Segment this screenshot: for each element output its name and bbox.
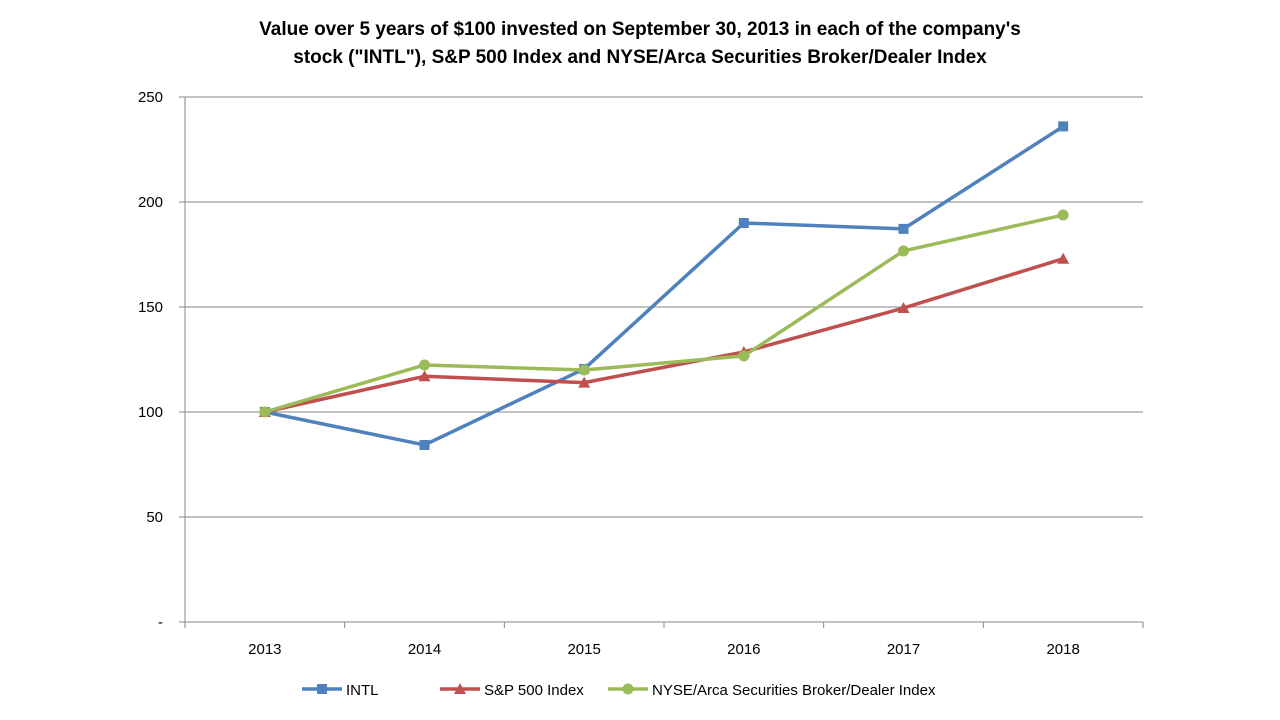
legend-label: NYSE/Arca Securities Broker/Dealer Index (652, 682, 936, 699)
legend-label: S&P 500 Index (484, 682, 584, 699)
data-point-1-4 (897, 302, 910, 314)
y-tick-label: 200 (138, 194, 163, 211)
data-point-1-2 (578, 376, 591, 388)
y-tick-label: 150 (138, 299, 163, 316)
y-tick-label: 250 (138, 89, 163, 106)
y-tick-label: 100 (138, 404, 163, 421)
y-tick-label: - (158, 614, 163, 631)
data-point-0-3 (738, 218, 749, 228)
x-tick-label: 2017 (887, 641, 920, 658)
chart-title: Value over 5 years of $100 invested on S… (0, 16, 1280, 72)
data-point-0-5 (1058, 121, 1069, 132)
legend-marker (454, 683, 466, 694)
data-point-0-1 (419, 439, 430, 450)
chart-title-line-1: Value over 5 years of $100 invested on S… (259, 19, 1021, 40)
data-point-2-4 (898, 245, 909, 257)
legend-marker (317, 684, 327, 694)
x-tick-label: 2015 (567, 641, 600, 658)
x-tick-label: 2016 (727, 641, 760, 658)
series-line-1 (264, 257, 1064, 414)
x-tick-label: 2014 (408, 641, 441, 658)
series-line-0 (264, 124, 1065, 447)
legend-marker (622, 683, 634, 695)
data-point-2-5 (1057, 209, 1069, 221)
data-point-2-1 (419, 359, 430, 371)
data-point-1-5 (1057, 252, 1070, 264)
y-tick-label: 50 (146, 509, 163, 526)
data-point-1-1 (418, 370, 431, 382)
x-tick-label: 2013 (248, 641, 281, 658)
data-point-2-0 (259, 406, 271, 418)
x-tick-label: 2018 (1046, 641, 1079, 658)
series-line-2 (264, 213, 1064, 414)
data-point-0-4 (898, 223, 909, 234)
chart-title-line-2: stock ("INTL"), S&P 500 Index and NYSE/A… (293, 47, 987, 68)
data-point-2-2 (578, 364, 590, 376)
legend-label: INTL (346, 682, 379, 699)
data-point-2-3 (738, 350, 750, 362)
